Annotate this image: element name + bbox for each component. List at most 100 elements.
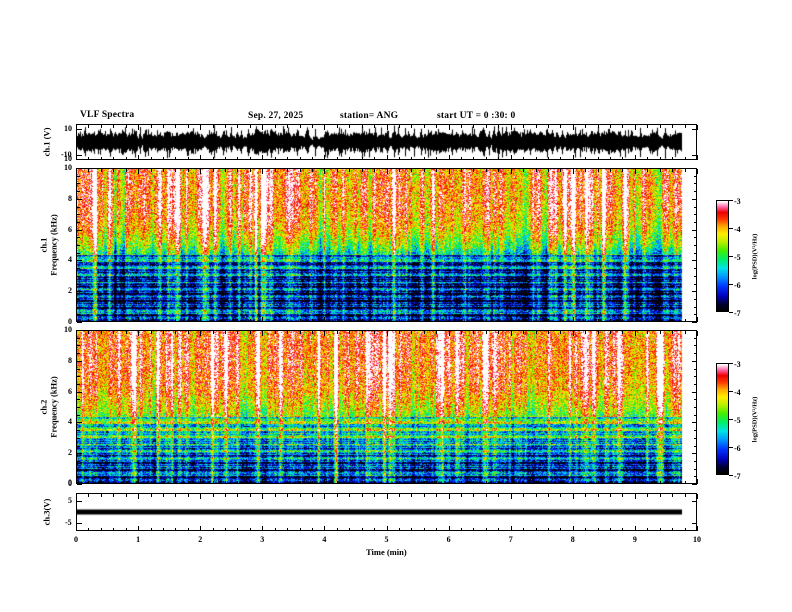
tick-mark xyxy=(76,169,77,174)
tick-mark xyxy=(585,528,586,531)
tick-mark xyxy=(585,494,586,497)
tick-mark xyxy=(622,528,623,531)
tick-mark xyxy=(685,319,686,322)
tick-mark xyxy=(449,125,450,130)
tick-mark xyxy=(200,125,201,130)
tick-mark xyxy=(424,528,425,531)
tick-mark xyxy=(200,317,201,322)
tick-mark xyxy=(287,331,288,334)
tick-mark xyxy=(486,125,487,128)
tick-mark xyxy=(76,155,77,160)
tick-mark xyxy=(498,319,499,322)
tick-mark xyxy=(77,438,80,439)
tick-mark xyxy=(77,129,82,130)
tick-mark xyxy=(88,157,89,160)
colorbar-tick xyxy=(729,447,733,448)
tick-label: -10 xyxy=(61,150,72,159)
tick-mark xyxy=(560,125,561,128)
tick-mark xyxy=(473,125,474,128)
tick-mark xyxy=(126,481,127,484)
colorbar-tick-label: -5 xyxy=(734,252,741,262)
tick-mark xyxy=(424,157,425,160)
tick-label: 2 xyxy=(68,286,72,295)
tick-mark xyxy=(349,319,350,322)
tick-mark xyxy=(694,260,697,261)
tick-mark xyxy=(163,528,164,531)
tick-mark xyxy=(573,317,574,322)
tick-mark xyxy=(188,331,189,334)
tick-mark xyxy=(436,528,437,531)
tick-label: 4 xyxy=(68,255,72,264)
tick-mark xyxy=(635,526,636,531)
tick-mark xyxy=(511,479,512,484)
tick-mark xyxy=(250,157,251,160)
tick-mark xyxy=(88,331,89,334)
tick-mark xyxy=(461,319,462,322)
tick-mark xyxy=(436,331,437,334)
tick-mark xyxy=(511,125,512,130)
tick-mark xyxy=(610,157,611,160)
tick-label: 6 xyxy=(68,387,72,396)
tick-mark xyxy=(101,125,102,128)
tick-mark xyxy=(362,331,363,334)
tick-mark xyxy=(77,523,82,524)
tick-mark xyxy=(635,479,636,484)
tick-mark xyxy=(262,479,263,484)
tick-mark xyxy=(694,453,697,454)
tick-mark xyxy=(337,494,338,497)
tick-mark xyxy=(473,331,474,334)
tick-label: 2 xyxy=(68,448,72,457)
tick-mark xyxy=(436,319,437,322)
tick-mark xyxy=(77,307,80,308)
tick-mark xyxy=(685,528,686,531)
tick-label: 0 xyxy=(68,478,72,487)
colorbar-tick xyxy=(729,312,733,313)
tick-mark xyxy=(337,481,338,484)
tick-label: 8 xyxy=(68,356,72,365)
ch2-colorbar-canvas xyxy=(717,364,728,474)
tick-mark xyxy=(200,494,201,499)
tick-label: 10 xyxy=(64,163,72,172)
tick-mark xyxy=(362,125,363,128)
tick-mark xyxy=(498,169,499,172)
tick-mark xyxy=(399,169,400,172)
tick-mark xyxy=(77,476,80,477)
tick-mark xyxy=(694,253,697,254)
ch3-waveform-trace xyxy=(77,494,696,530)
ch1-spectrogram-panel xyxy=(76,168,697,322)
tick-mark xyxy=(88,528,89,531)
tick-mark xyxy=(692,168,697,169)
tick-mark xyxy=(573,494,574,499)
tick-mark xyxy=(324,479,325,484)
tick-mark xyxy=(287,494,288,497)
tick-mark xyxy=(560,157,561,160)
colorbar-tick-label: -5 xyxy=(734,415,741,425)
tick-mark xyxy=(287,125,288,128)
tick-mark xyxy=(548,481,549,484)
tick-mark xyxy=(548,331,549,334)
tick-mark xyxy=(694,276,697,277)
tick-mark xyxy=(635,125,636,130)
tick-mark xyxy=(692,501,697,502)
tick-mark xyxy=(138,155,139,160)
tick-mark xyxy=(77,284,80,285)
tick-mark xyxy=(76,479,77,484)
tick-mark xyxy=(685,494,686,497)
tick-mark xyxy=(77,353,80,354)
tick-label: 9 xyxy=(632,535,637,544)
tick-mark xyxy=(151,494,152,497)
tick-mark xyxy=(374,494,375,497)
tick-mark xyxy=(77,501,82,502)
tick-mark xyxy=(660,319,661,322)
colorbar-tick-label: -7 xyxy=(734,308,741,318)
tick-mark xyxy=(250,319,251,322)
tick-mark xyxy=(511,331,512,336)
tick-mark xyxy=(113,481,114,484)
tick-label: 1 xyxy=(136,535,141,544)
tick-mark xyxy=(449,169,450,174)
tick-mark xyxy=(660,494,661,497)
tick-mark xyxy=(585,331,586,334)
tick-mark xyxy=(77,260,80,261)
tick-mark xyxy=(250,494,251,497)
tick-mark xyxy=(672,319,673,322)
